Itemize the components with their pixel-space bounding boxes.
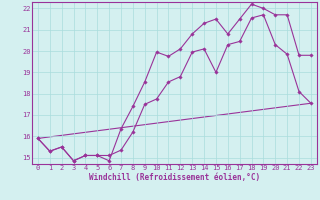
X-axis label: Windchill (Refroidissement éolien,°C): Windchill (Refroidissement éolien,°C) [89, 173, 260, 182]
